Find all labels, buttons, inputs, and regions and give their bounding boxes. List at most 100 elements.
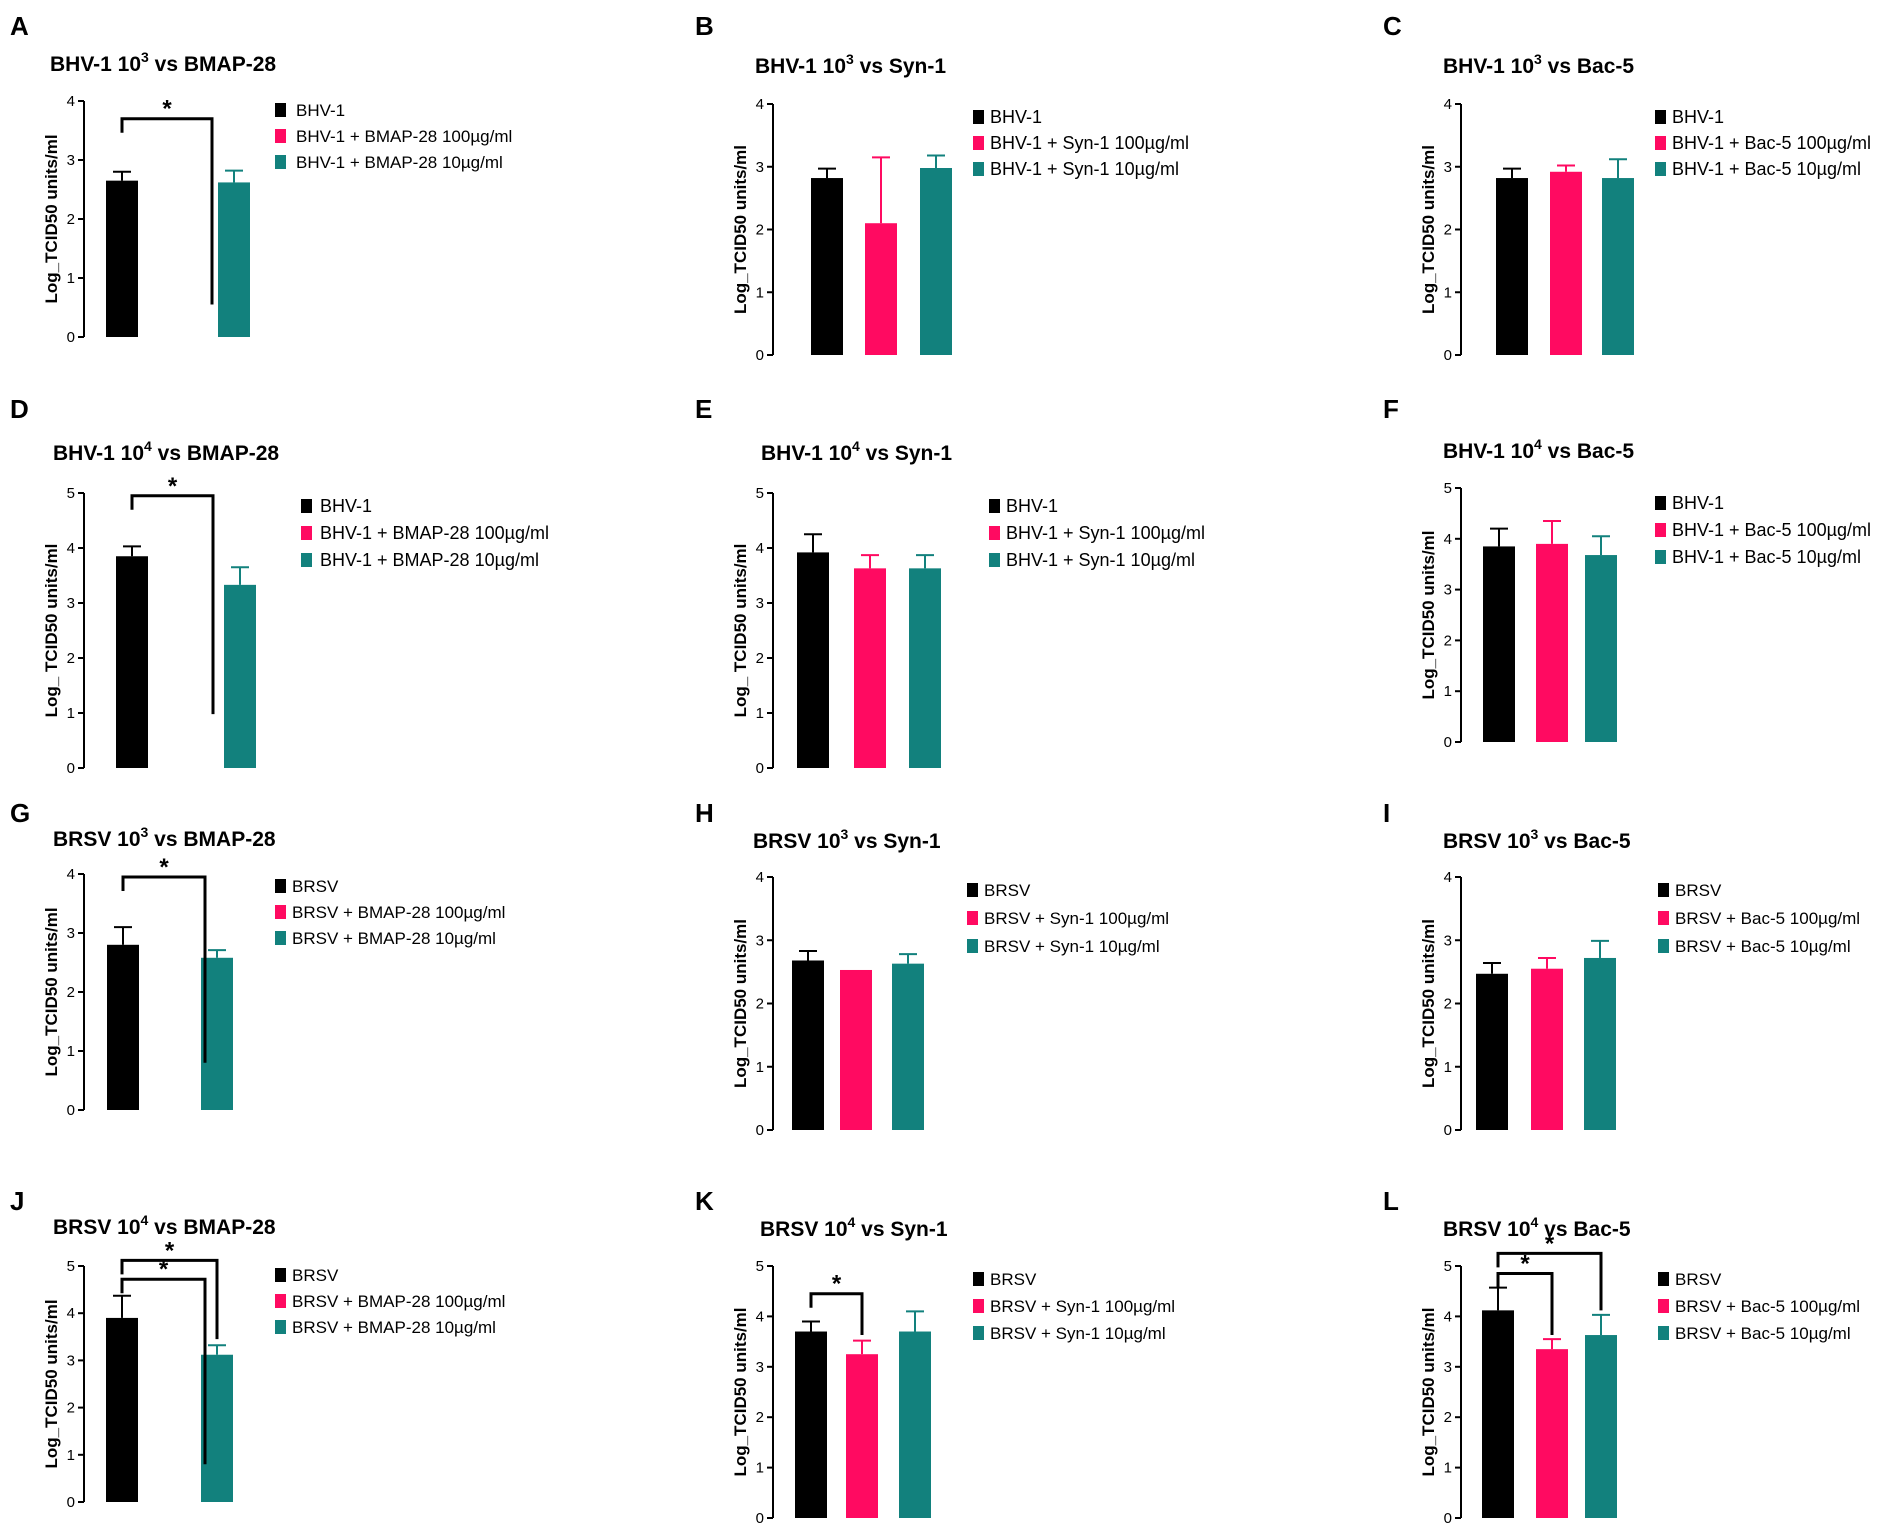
legend-swatch <box>1658 1272 1669 1286</box>
chart-title-main: BRSV 10 <box>753 830 841 853</box>
chart-title-sup: 3 <box>1531 826 1539 842</box>
bar-b-2 <box>920 168 952 355</box>
bar-l-0 <box>1482 1310 1514 1518</box>
legend-label: BHV-1 <box>1672 493 1724 513</box>
y-tick-label: 3 <box>756 932 764 949</box>
chart-title: BHV-1 104 vs Syn-1 <box>761 438 952 465</box>
y-tick-label: 4 <box>1444 1308 1452 1325</box>
chart-title-sup: 3 <box>141 49 149 65</box>
significance-star: * <box>832 1271 842 1298</box>
y-tick-label: 2 <box>67 650 75 667</box>
chart-title: BRSV 104 vs Bac-5 <box>1443 1214 1631 1241</box>
bar-c-2 <box>1602 178 1634 355</box>
legend-swatch <box>1655 496 1666 510</box>
y-tick-label: 2 <box>67 1400 75 1417</box>
chart-title-rest: vs Syn-1 <box>854 55 947 78</box>
chart-title-main: BRSV 10 <box>1443 1218 1531 1241</box>
significance-bracket <box>1496 1272 1554 1336</box>
legend-label: BHV-1 + BMAP-28 100µg/ml <box>320 523 549 543</box>
legend-label: BHV-1 <box>1672 107 1724 127</box>
bar-d-2 <box>224 584 256 768</box>
bar-h-2 <box>892 963 924 1130</box>
y-tick-label: 4 <box>756 540 764 557</box>
y-tick-label: 1 <box>1444 683 1452 700</box>
y-axis-label: Log_TCID50 units/ml <box>1419 919 1438 1088</box>
y-tick-label: 5 <box>67 485 75 502</box>
bar-i-1 <box>1531 968 1563 1130</box>
y-axis-label: Log_ TCID50 units/ml <box>731 544 750 718</box>
legend-swatch <box>301 553 312 567</box>
bar-i-0 <box>1476 973 1508 1130</box>
legend-swatch <box>967 911 978 925</box>
legend-label: BHV-1 + Syn-1 100µg/ml <box>990 133 1189 153</box>
chart-title: BRSV 103 vs Bac-5 <box>1443 826 1631 853</box>
legend-label: BHV-1 + Bac-5 100µg/ml <box>1672 520 1871 540</box>
chart-title: BRSV 104 vs Syn-1 <box>760 1214 948 1241</box>
bar-e-2 <box>909 568 941 768</box>
panel-letter: H <box>695 798 714 828</box>
y-axis-label: Log_TCID50 units/ml <box>1419 145 1438 314</box>
y-tick-label: 3 <box>1444 932 1452 949</box>
y-tick-label: 3 <box>756 595 764 612</box>
chart-title: BHV-1 103 vs Bac-5 <box>1443 51 1634 78</box>
bar-h-1 <box>840 969 872 1130</box>
y-tick-label: 4 <box>67 540 75 557</box>
bar-f-0 <box>1483 546 1515 742</box>
y-tick-label: 1 <box>1444 1059 1452 1076</box>
panel-letter: I <box>1383 798 1390 828</box>
chart-title-sup: 4 <box>852 438 860 454</box>
y-tick-label: 4 <box>1444 869 1452 886</box>
chart-title-main: BHV-1 10 <box>1443 440 1534 463</box>
chart-title-sup: 3 <box>1534 51 1542 67</box>
legend-swatch <box>989 553 1000 567</box>
legend-label: BRSV <box>984 881 1031 900</box>
chart-title-main: BRSV 10 <box>53 828 141 851</box>
legend-swatch <box>275 1320 286 1334</box>
y-tick-label: 4 <box>756 869 764 886</box>
chart-title: BRSV 104 vs BMAP-28 <box>53 1212 276 1239</box>
legend-swatch <box>275 1294 286 1308</box>
y-tick-label: 4 <box>67 1305 75 1322</box>
chart-title-sup: 3 <box>841 826 849 842</box>
panel-letter: J <box>10 1186 24 1216</box>
bar-k-0 <box>795 1331 827 1518</box>
chart-title-rest: vs Bac-5 <box>1542 440 1635 463</box>
bar-l-1 <box>1536 1349 1568 1518</box>
chart-title-rest: vs BMAP-28 <box>148 828 276 851</box>
legend-label: BHV-1 + BMAP-28 10µg/ml <box>320 550 539 570</box>
y-axis-label: Log_TCID50 units/ml <box>1419 1307 1438 1476</box>
chart-title-sup: 3 <box>846 51 854 67</box>
legend-label: BRSV + Bac-5 10µg/ml <box>1675 1324 1851 1343</box>
y-axis-label: Log_TCID50 units/ml <box>1419 530 1438 699</box>
chart-title-main: BHV-1 10 <box>50 53 141 76</box>
legend-label: BHV-1 <box>1006 496 1058 516</box>
bar-f-1 <box>1536 543 1568 742</box>
chart-title: BHV-1 104 vs Bac-5 <box>1443 436 1634 463</box>
legend-swatch <box>301 526 312 540</box>
y-tick-label: 2 <box>67 211 75 228</box>
chart-title-sup: 3 <box>141 824 149 840</box>
legend-swatch <box>973 1299 984 1313</box>
chart-title-rest: vs Syn-1 <box>855 1218 948 1241</box>
panel-letter: B <box>695 11 714 41</box>
y-tick-label: 4 <box>1444 96 1452 113</box>
legend-swatch <box>1658 1326 1669 1340</box>
legend-label: BHV-1 <box>990 107 1042 127</box>
legend-label: BHV-1 + BMAP-28 100µg/ml <box>296 127 512 146</box>
significance-star: * <box>168 473 178 500</box>
y-axis-label: Log_ TCID50 units/ml <box>42 544 61 718</box>
chart-title-main: BRSV 10 <box>53 1216 141 1239</box>
legend-swatch <box>275 879 286 893</box>
significance-star: * <box>165 1237 175 1264</box>
legend-label: BRSV + Syn-1 100µg/ml <box>990 1297 1175 1316</box>
legend-label: BRSV + Bac-5 100µg/ml <box>1675 1297 1860 1316</box>
y-tick-label: 5 <box>1444 1258 1452 1275</box>
bar-a-0 <box>106 180 138 337</box>
